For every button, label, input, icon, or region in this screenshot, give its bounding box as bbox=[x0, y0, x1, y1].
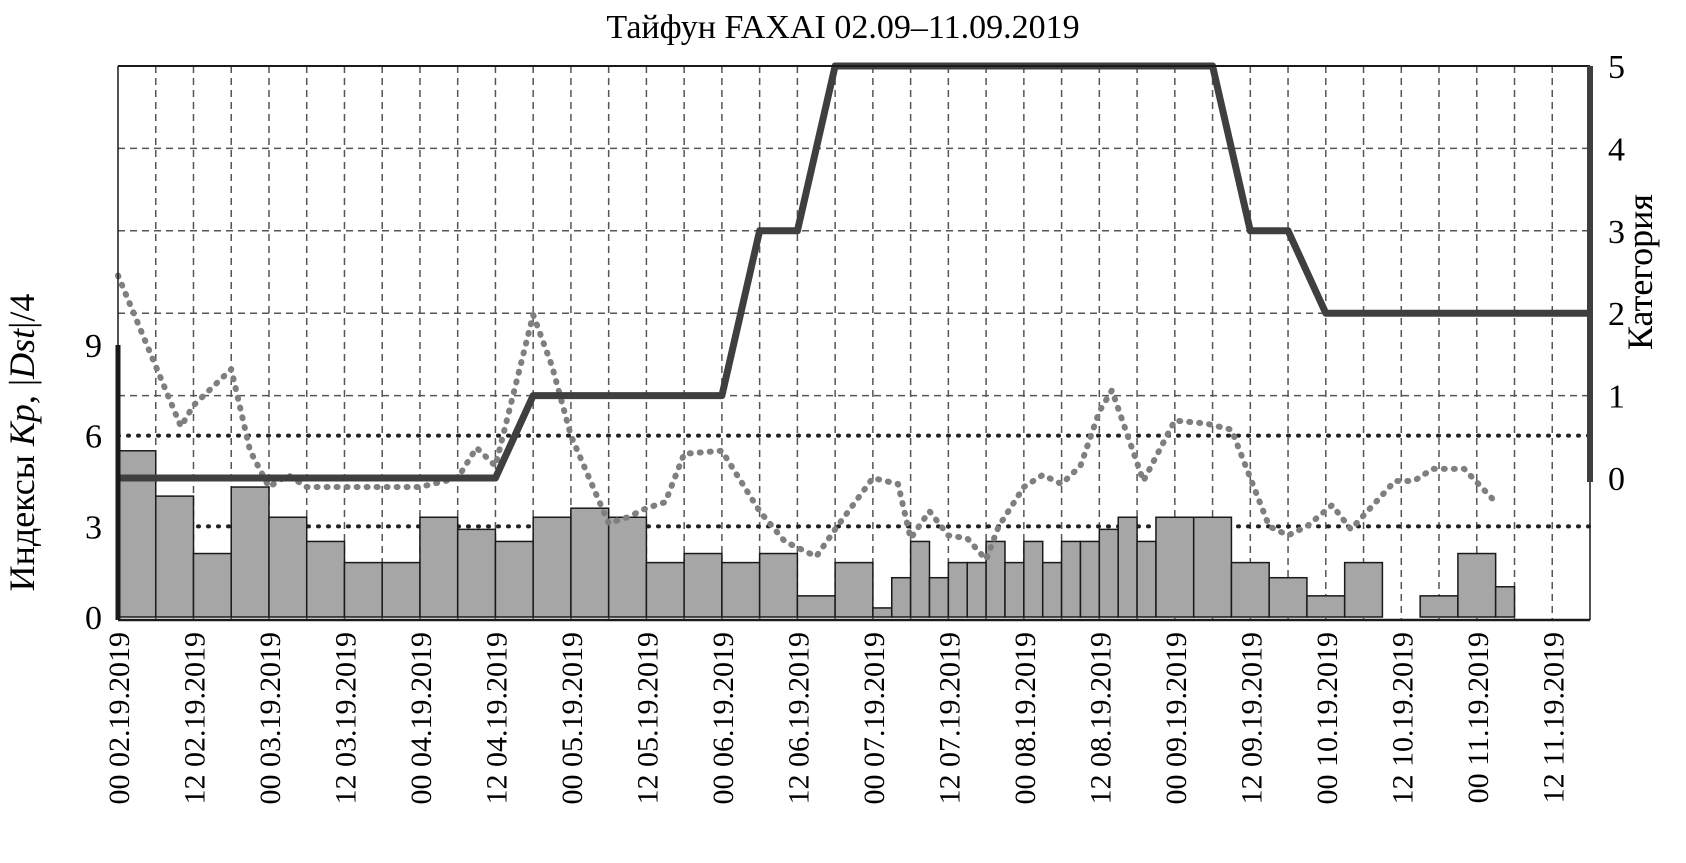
y-axis-label-part: |/4 bbox=[2, 294, 42, 329]
bar bbox=[796, 595, 836, 618]
bar bbox=[645, 561, 685, 618]
bar bbox=[1023, 540, 1044, 618]
x-tick-label: 12 06.19.2019 bbox=[782, 632, 815, 805]
x-tick-label: 00 11.19.2019 bbox=[1462, 632, 1495, 803]
bar bbox=[456, 528, 497, 618]
bar bbox=[1041, 561, 1063, 618]
bar bbox=[607, 516, 648, 618]
bar bbox=[419, 516, 459, 618]
bar bbox=[1419, 595, 1459, 618]
bar bbox=[570, 507, 610, 618]
y-axis-label-part: Kp bbox=[2, 404, 42, 447]
bar bbox=[268, 516, 308, 618]
y-axis-label: Индексы Kp, |Dst|/4 bbox=[2, 294, 42, 592]
x-tick-label: 12 03.19.2019 bbox=[329, 632, 362, 805]
x-tick-label: 12 11.19.2019 bbox=[1537, 632, 1570, 803]
bar bbox=[928, 576, 950, 618]
grid bbox=[118, 66, 1590, 620]
x-tick-label: 00 06.19.2019 bbox=[707, 632, 740, 805]
bar bbox=[381, 561, 421, 618]
bar bbox=[966, 561, 987, 618]
bar bbox=[1079, 540, 1101, 618]
bar bbox=[758, 552, 799, 618]
y2-tick-label: 4 bbox=[1608, 131, 1625, 168]
y-axis-label-part: Индексы bbox=[2, 446, 42, 591]
bar bbox=[985, 540, 1006, 618]
y-tick-label: 6 bbox=[85, 419, 102, 456]
y2-tick-label: 0 bbox=[1608, 461, 1625, 498]
x-tick-label: 00 03.19.2019 bbox=[254, 632, 287, 805]
bar bbox=[1155, 516, 1195, 618]
x-tick-label: 00 07.19.2019 bbox=[858, 632, 891, 805]
y-axis-label-part: Dst bbox=[2, 328, 42, 380]
y2-tick-label: 1 bbox=[1608, 379, 1625, 416]
y2-tick-label: 3 bbox=[1608, 214, 1625, 251]
x-tick-label: 00 10.19.2019 bbox=[1311, 632, 1344, 805]
bar bbox=[1343, 561, 1384, 618]
x-tick-label: 00 02.19.2019 bbox=[103, 632, 136, 805]
bar bbox=[1098, 528, 1119, 618]
y-axis-label-part: , | bbox=[2, 379, 42, 404]
bar-series bbox=[117, 450, 1516, 618]
bar bbox=[721, 561, 761, 618]
bar bbox=[305, 540, 346, 618]
y2-ticks: 0 1 2 3 4 5 bbox=[1608, 49, 1625, 498]
bar bbox=[1457, 552, 1497, 618]
bar bbox=[872, 607, 893, 618]
bar bbox=[947, 561, 968, 618]
y2-tick-label: 2 bbox=[1608, 296, 1625, 333]
bar bbox=[834, 561, 874, 618]
bar bbox=[154, 495, 195, 618]
x-ticks: 00 02.19.2019 12 02.19.2019 00 03.19.2019 1… bbox=[103, 632, 1570, 805]
bar bbox=[1306, 595, 1346, 618]
bar bbox=[683, 552, 723, 618]
category-series-line bbox=[118, 62, 1590, 482]
bar bbox=[494, 540, 534, 618]
x-tick-label: 12 05.19.2019 bbox=[631, 632, 664, 805]
bar bbox=[343, 561, 383, 618]
bar bbox=[909, 540, 931, 618]
x-tick-label: 12 07.19.2019 bbox=[933, 632, 966, 805]
x-tick-label: 00 08.19.2019 bbox=[1009, 632, 1042, 805]
bar bbox=[532, 516, 572, 618]
bar bbox=[1192, 516, 1233, 618]
x-tick-label: 12 04.19.2019 bbox=[480, 632, 513, 805]
y2-axis-label: Категория bbox=[1620, 194, 1660, 350]
y-tick-label: 9 bbox=[85, 328, 102, 365]
bar bbox=[1230, 561, 1270, 618]
x-tick-label: 00 09.19.2019 bbox=[1160, 632, 1193, 805]
chart-title: Тайфун FAXAI 02.09–11.09.2019 bbox=[606, 9, 1079, 46]
x-tick-label: 12 09.19.2019 bbox=[1235, 632, 1268, 805]
bar bbox=[1268, 576, 1308, 618]
x-tick-label: 00 04.19.2019 bbox=[405, 632, 438, 805]
x-tick-label: 12 10.19.2019 bbox=[1386, 632, 1419, 805]
bar bbox=[1004, 561, 1025, 618]
bar bbox=[1117, 516, 1138, 618]
bar bbox=[1060, 540, 1082, 618]
y2-tick-label: 5 bbox=[1608, 49, 1625, 86]
bar bbox=[890, 576, 912, 618]
category-series bbox=[118, 62, 1590, 482]
y-tick-label: 3 bbox=[85, 509, 102, 546]
y-tick-label: 0 bbox=[85, 600, 102, 637]
x-tick-label: 12 08.19.2019 bbox=[1084, 632, 1117, 805]
x-tick-label: 00 05.19.2019 bbox=[556, 632, 589, 805]
dst-series-line bbox=[115, 272, 1499, 563]
bar bbox=[230, 486, 270, 618]
dotted-series bbox=[115, 272, 1499, 563]
bar bbox=[1494, 586, 1516, 618]
bar bbox=[192, 552, 232, 618]
x-tick-label: 12 02.19.2019 bbox=[178, 632, 211, 805]
axes bbox=[115, 65, 1593, 622]
y-ticks: 0 3 6 9 bbox=[85, 328, 102, 637]
bar bbox=[1136, 540, 1157, 618]
